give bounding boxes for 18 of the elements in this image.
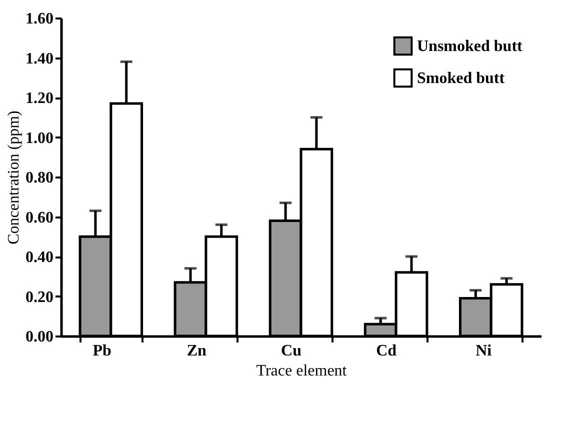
legend-label: Smoked butt bbox=[417, 70, 506, 87]
legend-label: Unsmoked butt bbox=[417, 38, 524, 55]
x-tick-label: Zn bbox=[186, 342, 207, 360]
x-tick-label: Cu bbox=[281, 342, 302, 360]
x-axis-title: Trace element bbox=[256, 362, 348, 380]
y-axis-title: Concentration (ppm) bbox=[6, 110, 22, 244]
x-tick-label: Pb bbox=[92, 342, 112, 360]
y-tick-label: 1.40 bbox=[26, 50, 54, 68]
y-tick-label: 0.00 bbox=[26, 328, 54, 346]
y-tick-label: 0.80 bbox=[26, 170, 54, 186]
x-tick-label: Ni bbox=[476, 342, 492, 360]
y-tick-label: 1.60 bbox=[26, 10, 54, 28]
y-tick-label: 0.60 bbox=[26, 209, 54, 226]
y-tick-label: 0.40 bbox=[26, 249, 54, 266]
y-tick-label: 1.00 bbox=[26, 130, 54, 147]
y-tick-label: 0.20 bbox=[26, 288, 54, 306]
x-tick-label: Cd bbox=[376, 342, 397, 360]
y-tick-label: 1.20 bbox=[26, 90, 54, 107]
